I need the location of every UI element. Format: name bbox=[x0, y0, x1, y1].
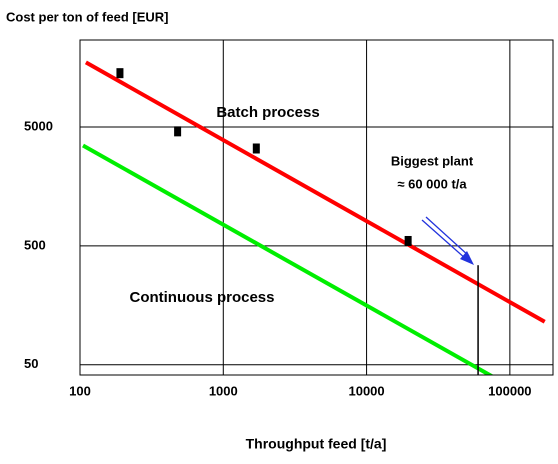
x-tick-label: 100 bbox=[69, 383, 91, 398]
x-tick-label: 10000 bbox=[348, 383, 384, 398]
x-tick-label: 100000 bbox=[488, 383, 531, 398]
y-tick-label: 5000 bbox=[24, 118, 53, 133]
chart-title: Cost per ton of feed [EUR] bbox=[6, 9, 169, 24]
data-point bbox=[174, 126, 182, 137]
data-point bbox=[116, 68, 124, 79]
x-axis-label: Throughput feed [t/a] bbox=[246, 436, 387, 452]
x-tick-label: 1000 bbox=[209, 383, 238, 398]
data-point bbox=[404, 235, 412, 246]
series-label: Continuous process bbox=[129, 289, 274, 306]
data-point bbox=[252, 143, 260, 154]
annotation-text: ≈ 60 000 t/a bbox=[397, 176, 467, 191]
y-tick-label: 50 bbox=[24, 356, 38, 371]
annotation-text: Biggest plant bbox=[391, 153, 474, 168]
series-line bbox=[82, 143, 494, 375]
y-tick-label: 500 bbox=[24, 237, 46, 252]
series-line bbox=[84, 60, 546, 324]
annotation-arrow bbox=[421, 216, 474, 265]
plot bbox=[82, 60, 546, 375]
plot-frame bbox=[79, 39, 554, 376]
grid bbox=[79, 40, 553, 375]
series-label: Batch process bbox=[216, 104, 319, 121]
